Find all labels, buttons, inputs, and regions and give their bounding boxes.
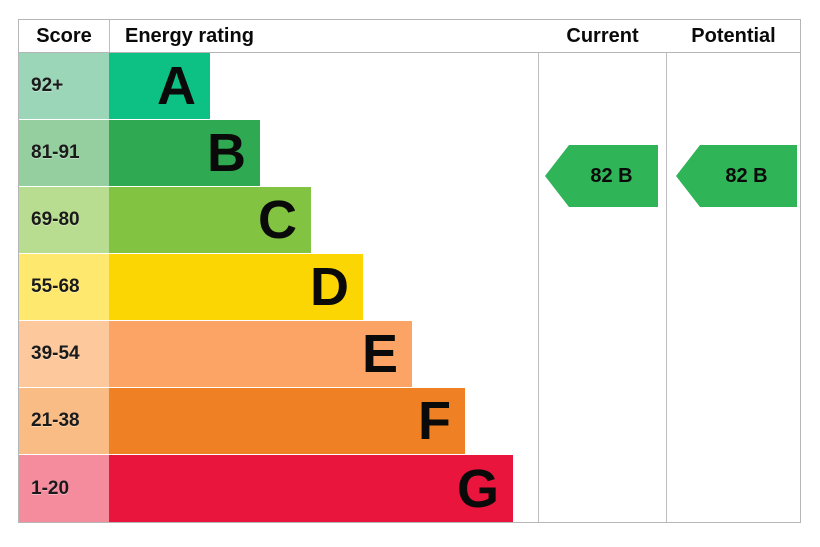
band-bar: C [109, 187, 311, 253]
band-row-c: 69-80 C [19, 187, 538, 254]
table-header: Score Energy rating Current Potential [19, 20, 800, 53]
header-energy-rating: Energy rating [125, 24, 254, 47]
band-score-label: 81-91 [31, 142, 80, 163]
potential-rating-label: 82 B [725, 164, 768, 187]
band-bar: E [109, 321, 412, 387]
band-score-cell: 21-38 [19, 388, 109, 454]
band-bar: D [109, 254, 363, 320]
header-current: Current [566, 24, 639, 47]
band-score-cell: 69-80 [19, 187, 109, 253]
current-rating-arrow: 82 B [545, 145, 658, 207]
potential-column-divider [666, 20, 667, 522]
band-row-f: 21-38 F [19, 388, 538, 455]
band-letter: C [258, 190, 297, 250]
band-score-label: 69-80 [31, 209, 80, 230]
band-row-a: 92+ A [19, 53, 538, 120]
band-letter: B [207, 123, 246, 183]
band-letter: A [157, 56, 196, 116]
band-letter: D [310, 257, 349, 317]
score-column-divider [109, 20, 110, 52]
band-row-g: 1-20 G [19, 455, 538, 522]
band-bar: A [109, 53, 210, 119]
energy-rating-table: Score Energy rating Current Potential 92… [18, 19, 801, 523]
header-potential: Potential [691, 24, 776, 47]
band-score-cell: 81-91 [19, 120, 109, 186]
potential-rating-arrow: 82 B [676, 145, 797, 207]
band-row-d: 55-68 D [19, 254, 538, 321]
current-column-divider [538, 20, 539, 522]
band-score-cell: 55-68 [19, 254, 109, 320]
band-letter: E [361, 324, 398, 384]
current-rating-label: 82 B [590, 164, 633, 187]
band-bar: F [109, 388, 465, 454]
band-score-label: 1-20 [31, 477, 70, 499]
header-score: Score [36, 24, 92, 47]
band-score-label: 55-68 [31, 276, 80, 297]
band-score-label: 92+ [31, 75, 64, 96]
band-bar: G [109, 455, 513, 522]
band-score-cell: 1-20 [19, 455, 109, 522]
band-row-b: 81-91 B [19, 120, 538, 187]
band-score-cell: 39-54 [19, 321, 109, 387]
band-row-e: 39-54 E [19, 321, 538, 388]
band-bar: B [109, 120, 260, 186]
band-letter: G [456, 458, 499, 519]
band-score-label: 39-54 [31, 343, 80, 364]
band-letter: F [418, 391, 451, 451]
band-score-cell: 92+ [19, 53, 109, 119]
band-rows: 92+ A 81-91 B 69-80 C 55-68 D 39-54 E 21… [19, 53, 538, 522]
band-score-label: 21-38 [31, 410, 80, 431]
